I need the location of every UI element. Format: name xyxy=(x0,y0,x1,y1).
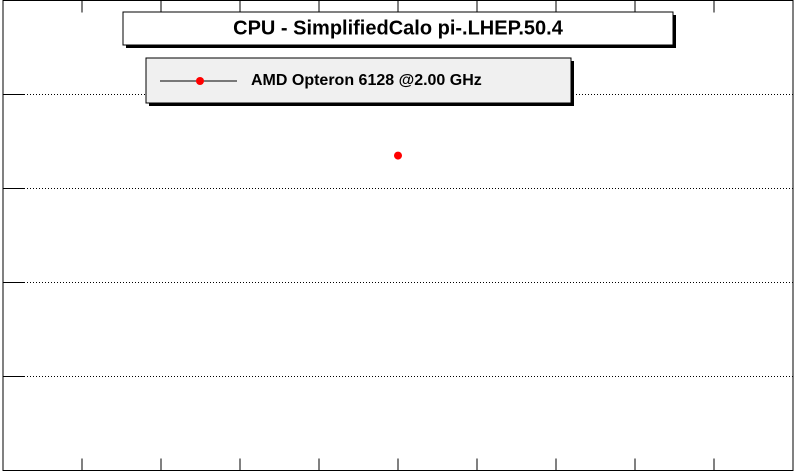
legend-label: AMD Opteron 6128 @2.00 GHz xyxy=(251,72,482,89)
marks xyxy=(3,0,793,471)
title-box xyxy=(122,11,674,46)
legend-marker xyxy=(196,77,204,85)
point xyxy=(394,151,402,160)
chart-title: CPU - SimplifiedCalo pi-.LHEP.50.4 xyxy=(233,17,564,39)
